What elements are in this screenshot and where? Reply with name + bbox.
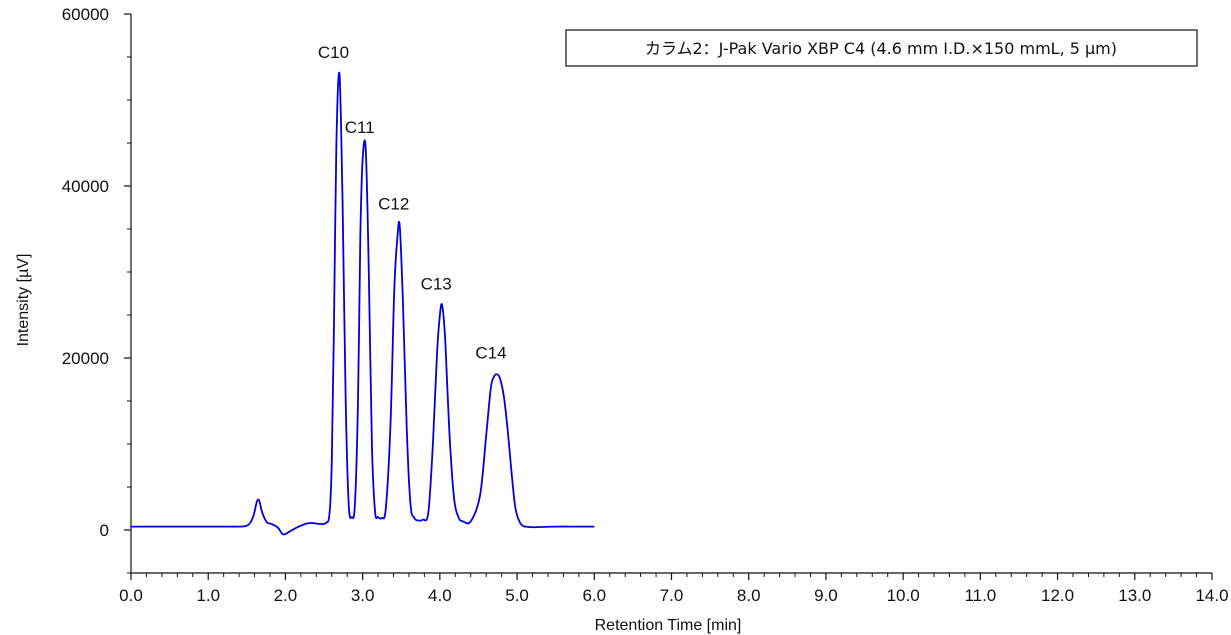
x-tick-label: 8.0 (737, 586, 761, 605)
x-tick-label: 4.0 (428, 586, 452, 605)
x-tick-label: 9.0 (814, 586, 838, 605)
x-tick-label: 5.0 (505, 586, 529, 605)
x-tick-label: 12.0 (1041, 586, 1074, 605)
legend-box: カラム2：J-Pak Vario XBP C4 (4.6 mm I.D.×150… (565, 29, 1198, 67)
chromatogram-line (130, 71, 595, 536)
x-tick-label: 2.0 (274, 586, 298, 605)
x-tick-label: 1.0 (196, 586, 220, 605)
y-tick-label: 60000 (62, 5, 109, 24)
y-tick-label: 40000 (62, 177, 109, 196)
y-axis-title: Intensity [µV] (15, 254, 32, 347)
legend-text: カラム2：J-Pak Vario XBP C4 (4.6 mm I.D.×150… (645, 39, 1117, 58)
y-ticks: 0 20000 40000 60000 (62, 5, 131, 574)
x-tick-label: 11.0 (964, 586, 996, 605)
peak-label-c13: C13 (421, 275, 452, 294)
x-axis-title: Retention Time [min] (595, 617, 742, 634)
x-tick-label: 3.0 (351, 586, 375, 605)
x-tick-label: 7.0 (660, 586, 684, 605)
x-tick-label: 10.0 (887, 586, 920, 605)
y-tick-label: 0 (100, 521, 109, 540)
x-ticks: 0.0 1.0 2.0 3.0 4.0 5.0 6.0 7.0 8.0 9.0 10.0 11.0 12… (119, 573, 1229, 605)
x-tick-label: 13.0 (1118, 586, 1151, 605)
peak-label-c11: C11 (345, 118, 375, 137)
axes (130, 14, 1212, 574)
peak-labels: C10 C11 C12 C13 C14 (318, 43, 507, 362)
x-tick-label: 6.0 (582, 586, 606, 605)
x-tick-label: 0.0 (119, 586, 143, 605)
peak-label-c10: C10 (318, 43, 349, 62)
y-tick-label: 20000 (62, 349, 109, 368)
peak-label-c14: C14 (475, 343, 506, 362)
peak-label-c12: C12 (378, 195, 409, 214)
x-tick-label: 14.0 (1195, 586, 1228, 605)
